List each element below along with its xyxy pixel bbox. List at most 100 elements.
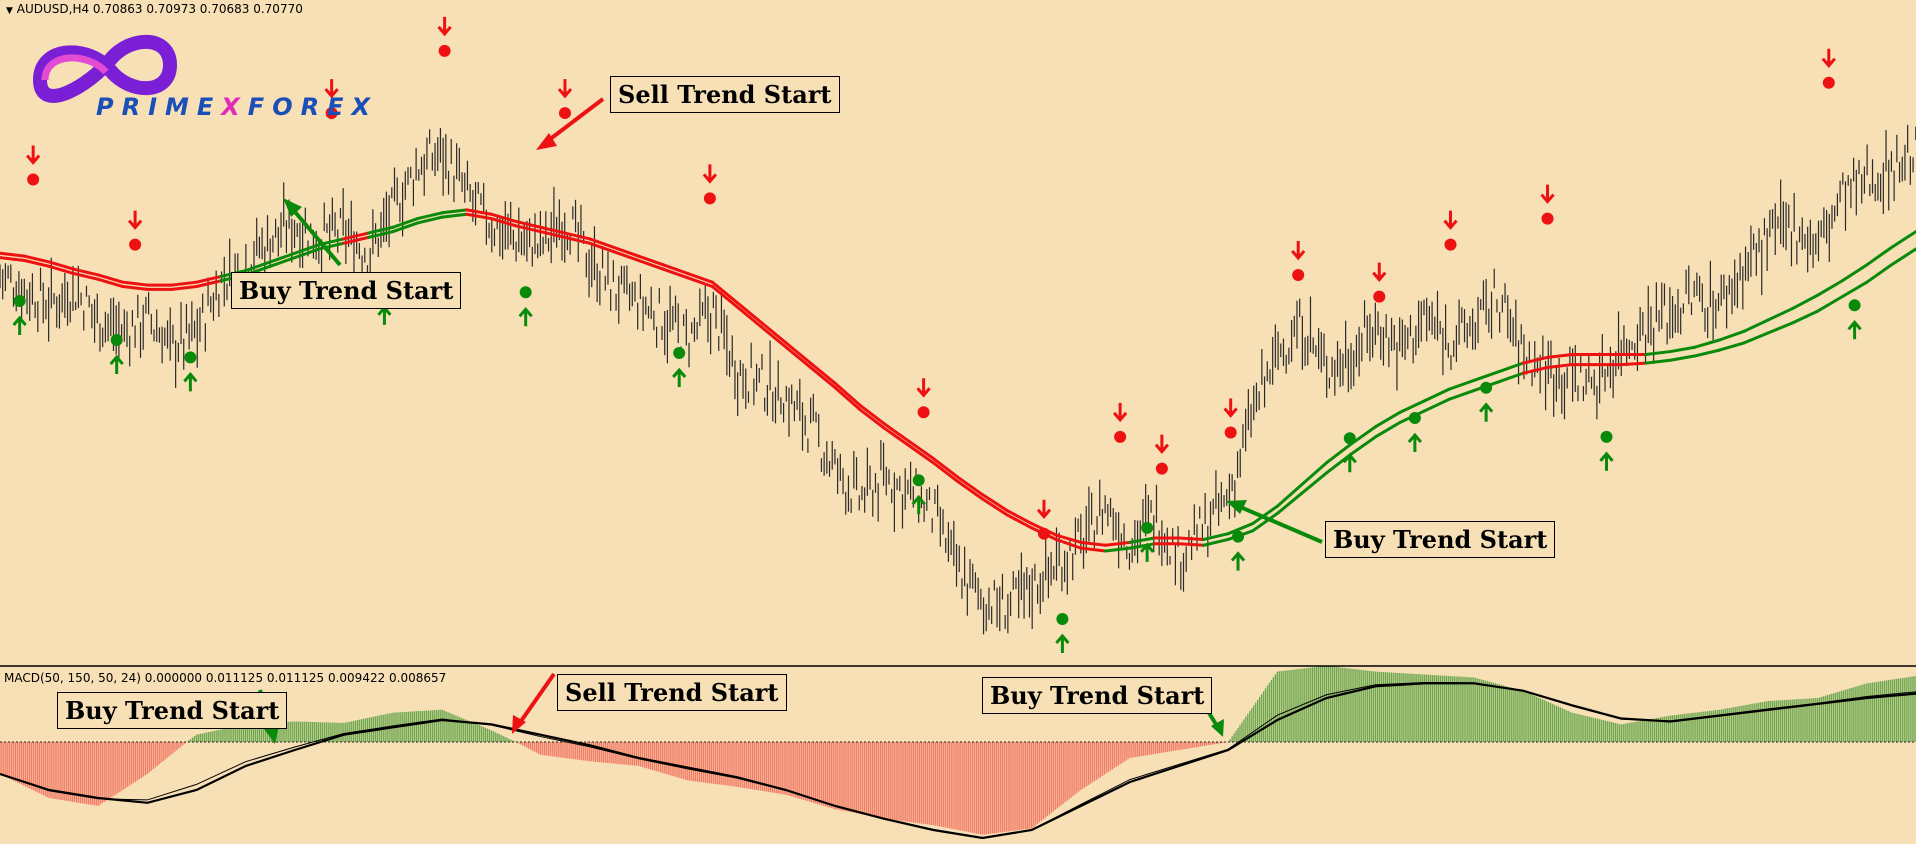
ma-fast-line [1128, 536, 1157, 544]
ma-fast-line [1079, 540, 1107, 547]
dropdown-triangle-icon[interactable]: ▼ [6, 6, 13, 16]
sell-down-arrow-icon [916, 378, 931, 398]
sell-down-arrow-icon [1112, 402, 1128, 423]
sell-signal-dot [438, 44, 451, 57]
ma-fast-line [907, 439, 935, 461]
arrow-macd-buy-1-head [264, 726, 279, 744]
ma-slow-line [1496, 371, 1525, 384]
ma-fast-line [1300, 461, 1328, 487]
logo-text-prime: PRIME [96, 93, 222, 121]
ma-slow-line [538, 230, 567, 239]
sell-signal-dot [1037, 527, 1050, 540]
ma-fast-line [809, 361, 837, 385]
ma-fast-line [342, 231, 370, 241]
ma-slow-line [366, 230, 395, 239]
signal-markers [12, 16, 1862, 653]
ma-fast-line [637, 254, 665, 267]
arrow-main-sell-1-head [536, 133, 557, 150]
ma-slow-line [1005, 513, 1034, 530]
ma-fast-line [416, 211, 444, 221]
ma-slow-line [1275, 491, 1304, 515]
ma-slow-line [981, 497, 1009, 517]
buy-signal-dot [1141, 521, 1154, 534]
buy-up-arrow-icon [1230, 551, 1246, 571]
macd-histogram [0, 665, 1916, 835]
buy-up-arrow-icon [183, 372, 198, 392]
ma-slow-line [170, 285, 199, 291]
buy-signal-dot [1232, 530, 1245, 543]
ma-fast-line [1226, 522, 1255, 536]
ma-slow-line [833, 386, 862, 411]
ma-fast-line [465, 208, 493, 216]
ma-slow-line [1767, 321, 1795, 335]
ma-fast-line [1398, 399, 1427, 414]
ma-fast-line [1840, 263, 1869, 283]
ma-fast-line [1005, 509, 1034, 526]
ma-slow-line [784, 345, 813, 369]
ma-fast-line [170, 280, 199, 287]
ma-fast-line [268, 251, 297, 264]
ma-fast-line [710, 280, 739, 304]
arrow-main-buy-2 [1237, 504, 1323, 544]
macd-signal-line [0, 681, 1916, 839]
ma-fast-line [514, 219, 542, 229]
ma-fast-line [882, 422, 911, 443]
ma-slow-line [121, 285, 149, 291]
ma-slow-line [1128, 542, 1157, 550]
ma-fast-line [1054, 533, 1083, 544]
ma-slow-line [391, 221, 420, 234]
ma-fast-line [1742, 318, 1771, 333]
buy-up-arrow-icon [1847, 320, 1862, 340]
price-candles [0, 124, 1916, 635]
moving-averages [0, 208, 1916, 553]
ma-slow-line [1693, 348, 1721, 358]
ma-fast-line [1767, 306, 1795, 322]
ma-slow-line [661, 267, 690, 280]
sell-down-arrow-icon [1223, 398, 1238, 418]
ma-fast-line [1693, 338, 1721, 349]
sell-signal-dot [1155, 462, 1168, 475]
sell-down-arrow-icon [437, 16, 452, 37]
ma-slow-line [1521, 365, 1550, 375]
buy-signal-dot [912, 474, 925, 487]
buy-signal-dot [1848, 299, 1861, 312]
ma-slow-line [956, 480, 985, 501]
sell-signal-dot [1444, 238, 1457, 251]
ma-fast-line [1472, 370, 1500, 382]
sell-signal-dot [1292, 268, 1305, 281]
ma-fast-line [47, 260, 76, 271]
ma-slow-line [735, 305, 763, 329]
sell-down-arrow-icon [324, 79, 339, 99]
ma-fast-line [588, 237, 616, 249]
buy-up-arrow-icon [377, 305, 392, 325]
ma-fast-line [1275, 483, 1304, 508]
logo-text-x: X [221, 93, 248, 121]
ma-fast-line [981, 493, 1009, 513]
ma-slow-line [489, 217, 518, 228]
sell-down-arrow-icon [26, 145, 41, 165]
ma-slow-line [1644, 358, 1672, 365]
ma-slow-line [563, 235, 592, 245]
callout-macd-sell-1: Sell Trend Start [557, 674, 787, 711]
ma-slow-line [465, 212, 493, 221]
ma-slow-line [1374, 420, 1402, 439]
ma-slow-line [416, 215, 444, 225]
ma-fast-line [1374, 410, 1402, 429]
ma-fast-line [72, 267, 100, 277]
arrow-macd-sell-1 [517, 672, 556, 726]
ma-slow-line [47, 264, 76, 276]
buy-up-arrow-icon [911, 494, 926, 515]
ma-fast-line [858, 403, 886, 426]
buy-signal-dot [1056, 612, 1069, 625]
ma-fast-line [391, 217, 420, 229]
buy-signal-dot [673, 347, 686, 360]
ma-fast-line [1791, 293, 1820, 310]
buy-signal-dot [184, 351, 197, 364]
buy-up-arrow-icon [518, 306, 533, 327]
callout-main-buy-1: Buy Trend Start [231, 272, 462, 309]
sell-down-arrow-icon [702, 164, 718, 184]
ma-slow-line [1619, 361, 1648, 367]
ma-fast-line [1546, 352, 1574, 359]
